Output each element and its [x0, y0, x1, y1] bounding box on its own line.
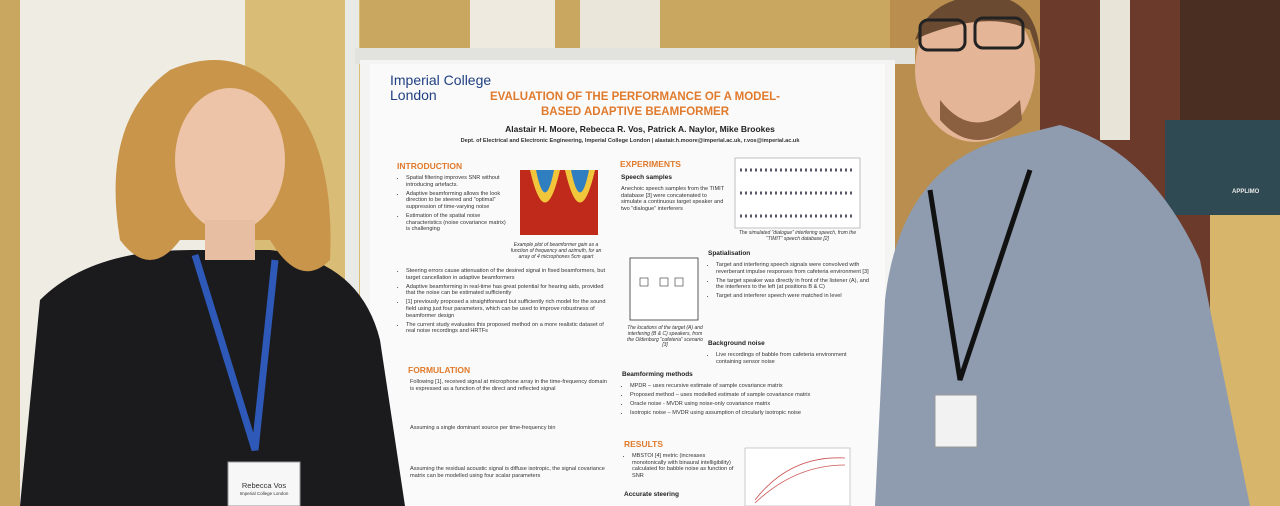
paragraph: MBSTOI [4] metric (increases monotonical… — [624, 453, 739, 482]
bullet: Live recordings of babble from cafeteria… — [716, 352, 858, 365]
bullet: Steering errors cause attenuation of the… — [406, 268, 608, 281]
painting — [1180, 0, 1280, 120]
section-heading: FORMULATION — [408, 365, 471, 375]
badge-name: Rebecca Vos — [241, 481, 287, 490]
bullet: Target and interferer speech were matche… — [716, 293, 870, 300]
paragraph: Assuming a single dominant source per ti… — [410, 425, 556, 431]
logo-line: London — [390, 87, 437, 103]
badge: Rebecca Vos Imperial College London — [230, 482, 298, 498]
man-beard — [940, 100, 1022, 140]
badge-org: Imperial College London — [239, 491, 289, 496]
bullet: Oracle noise - MVDR using noise-only cov… — [630, 401, 872, 408]
bullet: Spatial filtering improves SNR without i… — [406, 175, 506, 188]
bullet: MBSTOI [4] metric (increases monotonical… — [632, 453, 739, 479]
bullet: The target speaker was directly in front… — [716, 278, 870, 291]
name-badge — [227, 461, 301, 506]
speaker — [1165, 120, 1280, 215]
subheading: Background noise — [708, 340, 765, 347]
section-heading: RESULTS — [624, 439, 664, 449]
paragraph: Assuming the residual acoustic signal is… — [410, 466, 605, 479]
woman-face — [175, 88, 285, 232]
bullet: The current study evaluates this propose… — [406, 322, 608, 335]
subheading: Accurate steering — [624, 491, 679, 498]
intro-bullets: Steering errors cause attenuation of the… — [398, 268, 608, 337]
room-diagram — [629, 257, 699, 321]
subheading: Beamforming methods — [622, 371, 693, 378]
results-curves — [754, 457, 846, 504]
speaker-b — [639, 277, 649, 287]
spatial-bullets: Target and interfering speech signals we… — [708, 262, 870, 302]
woman-body — [20, 250, 405, 506]
authors: Alastair H. Moore, Rebecca R. Vos, Patri… — [505, 124, 775, 134]
bullet: Adaptive beamforming in real-time has gr… — [406, 284, 608, 297]
bullet: Estimation of the spatial noise characte… — [406, 213, 506, 233]
paragraph: Live recordings of babble from cafeteria… — [708, 352, 858, 368]
speaker-a — [674, 277, 684, 287]
lanyard — [191, 253, 279, 452]
glasses — [918, 18, 967, 52]
bullet: [1] previously proposed a straightforwar… — [406, 299, 608, 319]
poster — [370, 64, 885, 506]
speaker-brand: APPLIMO — [1232, 189, 1260, 195]
methods: MPDR – uses recursive estimate of sample… — [622, 383, 872, 419]
subheading: Spatialisation — [708, 250, 751, 257]
figure-caption: The locations of the target (A) and inte… — [627, 325, 703, 349]
gain-plot-core — [536, 170, 589, 193]
intro-bullets: Spatial filtering improves SNR without i… — [398, 175, 506, 235]
speaker-c — [659, 277, 669, 287]
bullet: Isotropic noise – MVDR using assumption … — [630, 410, 872, 417]
woman-neck — [205, 220, 255, 260]
logo-line: Imperial College — [390, 72, 492, 88]
lanyard-man — [927, 169, 1033, 381]
pillar — [580, 0, 660, 55]
logo: Imperial College London — [390, 73, 491, 103]
window — [1100, 0, 1130, 140]
section-heading: EXPERIMENTS — [620, 159, 681, 169]
man-hair — [915, 0, 1040, 60]
bullet: Adaptive beamforming allows the look dir… — [406, 191, 506, 211]
paragraph: Anechoic speech samples from the TIMIT d… — [621, 186, 725, 212]
figure-caption: Example plot of beamformer gain as a fun… — [510, 242, 602, 260]
affiliation: Dept. of Electrical and Electronic Engin… — [460, 138, 800, 144]
figure-caption: The simulated “dialogue” interfering spe… — [738, 230, 857, 242]
section-heading: INTRODUCTION — [397, 161, 463, 171]
bullet: MPDR – uses recursive estimate of sample… — [630, 383, 872, 390]
name-badge-man — [934, 394, 978, 448]
paragraph: Following [1], received signal at microp… — [410, 379, 607, 392]
subheading: Speech samples — [621, 174, 672, 181]
bullet: Target and interfering speech signals we… — [716, 262, 870, 275]
glasses — [973, 16, 1025, 50]
waveforms — [740, 168, 855, 218]
poster-title: EVALUATION OF THE PERFORMANCE OF A MODEL… — [489, 91, 781, 118]
bullet: Proposed method – uses modelled estimate… — [630, 392, 872, 399]
